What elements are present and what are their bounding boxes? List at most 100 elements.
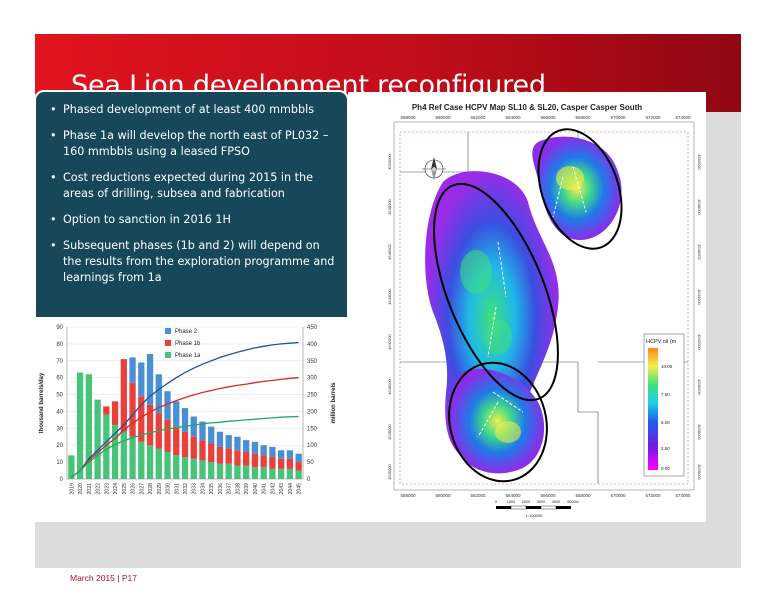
bar-phase-2 [181,408,189,432]
legend-value: 0.00 [661,466,670,471]
map-y-tick: 4548000 [697,199,702,215]
x-tick-label: 2020 [78,483,84,495]
bar-phase-1a [173,455,180,479]
cumulative-line [71,415,299,478]
y2-tick-label: 350 [307,359,318,365]
bar-phase-2 [190,416,197,437]
map-y-ticks-left: 4550000 4548000 4546000 4544000 4542000 … [387,153,392,479]
map-y-tick: 4540000 [697,379,702,395]
x-tick-label: 2022 [96,483,102,495]
y-tick-label: 10 [56,460,63,466]
bar-phase-1b [225,448,232,464]
bar-phase-2 [129,357,136,383]
scale-segment [510,505,527,510]
x-tick-label: 2027 [139,483,145,495]
map-x-tick: 560000 [435,115,451,120]
map-x-tick: 572000 [645,493,661,498]
scale-ratio: 1:100000 [526,513,543,518]
scale-label: 3000 [537,500,545,504]
bar-phase-2 [164,391,171,420]
scale-label: 0 [495,500,497,504]
y2-axis-title: million barrels [331,382,337,424]
bar-phase-2 [138,362,145,397]
legend-value: 10.00 [661,364,673,369]
production-chart: 0 10 20 30 40 50 60 70 80 90 0 50 100 150 200 250 300 350… [33,317,348,522]
bar-phase-1a [225,463,232,479]
well-path [497,241,507,298]
x-tick-label: 2039 [244,483,250,495]
y-tick-label: 60 [56,376,63,382]
well-path [552,176,564,218]
bar-phase-1a [138,441,145,479]
x-tick-label: 2034 [200,483,206,495]
x-tick-label: 2019 [69,483,75,495]
y-tick-label: 30 [56,426,63,432]
bar-phase-1a [103,414,110,479]
bar-phase-1b [295,462,302,471]
scale-segment [496,506,511,509]
bar-phase-1a [85,374,92,479]
bar-phase-2 [295,453,302,463]
map-x-tick: 562000 [470,115,486,120]
bar-phase-1a [260,467,267,479]
bar-phase-1b [146,404,154,446]
y2-tick-label: 250 [307,393,318,399]
hcpv-hotspot [484,319,512,355]
map-y-tick: 4538000 [387,423,392,439]
map-y-tick: 4550000 [697,154,702,170]
bar-phase-2 [155,374,162,414]
y-tick-label: 0 [60,477,64,483]
x-tick-label: 2031 [174,483,180,495]
bullet-item: Cost reductions expected during 2015 in … [48,170,337,202]
x-tick-label: 2035 [209,483,215,495]
well-path [477,401,499,438]
legend-title: HCPV oil (m [646,339,677,345]
phase-2-outline [448,361,548,483]
bar-phase-1b [199,440,206,461]
north-arrow-icon [422,157,446,181]
map-x-tick: 568000 [575,493,591,498]
x-tick-label: 2040 [253,483,259,495]
map-x-tick: 558000 [400,115,416,120]
bar-phase-1a [199,460,206,479]
y-tick-label: 40 [56,409,63,415]
legend-value: 7.50 [661,392,670,397]
scale-segment [540,505,557,510]
bar-phase-2 [260,445,267,456]
map-y-tick: 4546000 [697,244,702,260]
legend-colour-ramp [648,348,658,470]
cumulative-line [71,377,299,478]
map-border [393,121,695,491]
legend-label: Phase 1b [175,341,201,347]
bar-phase-1b [278,458,285,469]
hcpv-field [425,136,622,474]
map-y-ticks-right: 4550000 4548000 4546000 4544000 4542000 … [697,154,702,480]
bar-phase-1a [234,465,241,479]
scale-bar: 0 1000 2000 3000 4000 5000m 1:100000 [495,500,579,518]
bar-phase-1a [286,468,294,479]
map-x-tick: 566000 [540,115,556,120]
map-y-tick: 4546000 [387,243,392,259]
bar-phase-1b [286,458,294,469]
legend-label: Phase 1a [175,353,201,359]
y-axis-title: thousand barrels/day [39,372,45,433]
scale-label: 5000m [567,500,579,504]
map-x-tick: 572000 [645,115,661,120]
bar-phase-2 [208,426,215,444]
map-y-tick: 4544000 [387,288,392,304]
bullet-item: Option to sanction in 2016 1H [48,212,337,228]
bar-phase-1b [129,382,136,437]
map-y-tick: 4540000 [387,378,392,394]
map-y-tick: 4544000 [697,289,702,305]
x-tick-label: 2029 [157,483,163,495]
bar-phase-1b [251,453,259,468]
x-tick-label: 2041 [262,483,268,495]
map-title: Ph4 Ref Case HCPV Map SL10 & SL20, Caspe… [412,103,642,112]
bar-phase-1a [278,468,285,479]
x-tick-label: 2033 [192,483,198,495]
x-tick-label: 2042 [270,483,276,495]
bullet-item: Phase 1a will develop the north east of … [48,128,337,160]
cumulative-line [71,341,299,478]
bar-phase-1b [208,443,215,463]
x-tick-label: 2024 [113,483,119,495]
